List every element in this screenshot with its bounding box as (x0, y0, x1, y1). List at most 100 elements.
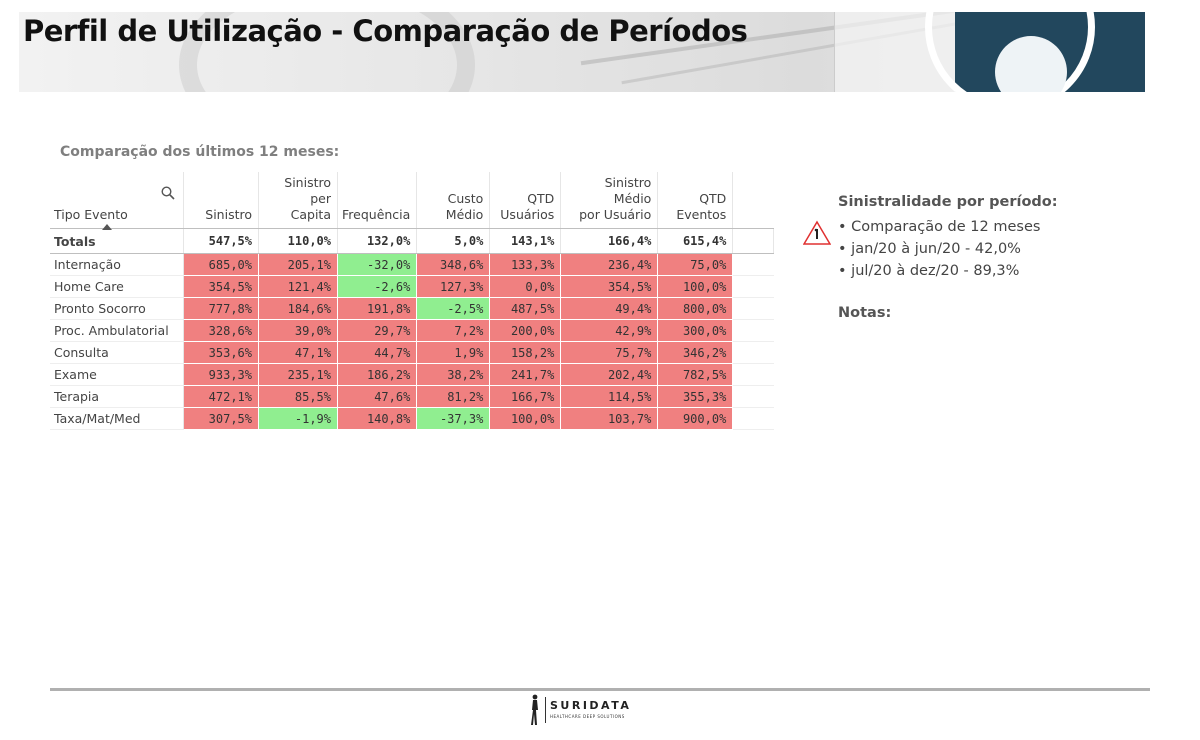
column-header-label: Capita (290, 207, 331, 222)
column-header-sinistro[interactable]: Sinistro (183, 172, 259, 229)
table-header-row: Tipo Evento Sinistro Sinistro per Capita … (50, 172, 774, 230)
row-label[interactable]: Home Care (50, 275, 184, 298)
table-row[interactable]: Consulta 353,6% 47,1% 44,7% 1,9% 158,2% 75,7% 3… (50, 341, 774, 364)
value-cell: -2,5% (416, 297, 491, 320)
column-header-label: Eventos (676, 207, 727, 222)
column-header-sinistro-per-capita[interactable]: Sinistro per Capita (258, 172, 338, 229)
value-cell: 44,7% (337, 341, 418, 364)
value-cell: -37,3% (416, 407, 491, 430)
brand-tagline: HEALTHCARE DEEP SOLUTIONS (550, 714, 625, 719)
value-cell: 143,1% (489, 228, 562, 254)
value-cell: -32,0% (337, 253, 418, 276)
table-row[interactable]: Pronto Socorro 777,8% 184,6% 191,8% -2,5% 487… (50, 297, 774, 320)
table-row[interactable]: Home Care 354,5% 121,4% -2,6% 127,3% 0,0% 354,… (50, 275, 774, 298)
value-cell: 346,2% (657, 341, 734, 364)
value-cell: 933,3% (183, 363, 259, 386)
value-cell: 205,1% (258, 253, 338, 276)
column-header-qtd-eventos[interactable]: QTD Eventos (657, 172, 734, 229)
row-label[interactable]: Proc. Ambulatorial (50, 319, 184, 342)
value-cell: 547,5% (183, 228, 259, 254)
section-title: Comparação dos últimos 12 meses: (60, 144, 340, 160)
column-header-frequencia[interactable]: Frequência (337, 172, 418, 229)
table-row[interactable]: Taxa/Mat/Med 307,5% -1,9% 140,8% -37,3% 100,0… (50, 407, 774, 430)
table-spacer (732, 407, 774, 430)
column-header-custo-medio[interactable]: Custo Médio (416, 172, 491, 229)
value-cell: 158,2% (489, 341, 562, 364)
column-header-label: Sinistro per (284, 175, 331, 206)
value-cell: 85,5% (258, 385, 338, 408)
column-header-sinistro-medio-usuario[interactable]: Sinistro Médio por Usuário (560, 172, 659, 229)
table-spacer (732, 385, 774, 408)
value-cell: 49,4% (560, 297, 659, 320)
value-cell: 353,6% (183, 341, 259, 364)
value-cell: 100,0% (657, 275, 734, 298)
row-label[interactable]: Internação (50, 253, 184, 276)
value-cell: 615,4% (657, 228, 734, 254)
value-cell: 202,4% (560, 363, 659, 386)
side-heading: Sinistralidade por período: (838, 194, 1058, 210)
row-label[interactable]: Totals (50, 228, 184, 254)
value-cell: 81,2% (416, 385, 491, 408)
column-header-tipo-evento[interactable]: Tipo Evento (50, 172, 184, 230)
table-spacer (732, 341, 774, 364)
table-spacer (732, 172, 774, 229)
value-cell: 38,2% (416, 363, 491, 386)
value-cell: 47,6% (337, 385, 418, 408)
value-cell: 487,5% (489, 297, 562, 320)
value-cell: 200,0% (489, 319, 562, 342)
warning-icon (803, 220, 831, 245)
row-label[interactable]: Pronto Socorro (50, 297, 184, 320)
column-header-label: Tipo Evento (54, 207, 128, 222)
table-row[interactable]: Proc. Ambulatorial 328,6% 39,0% 29,7% 7,2% 20… (50, 319, 774, 342)
value-cell: 133,3% (489, 253, 562, 276)
logo-divider (545, 697, 546, 723)
value-cell: 186,2% (337, 363, 418, 386)
row-label[interactable]: Consulta (50, 341, 184, 364)
logo-figure-icon (531, 694, 538, 725)
table-spacer (732, 228, 775, 254)
value-cell: 348,6% (416, 253, 491, 276)
value-cell: 355,3% (657, 385, 734, 408)
column-header-label: Usuários (500, 207, 555, 222)
row-label[interactable]: Exame (50, 363, 184, 386)
value-cell: 166,4% (560, 228, 659, 254)
value-cell: 236,4% (560, 253, 659, 276)
side-list-item: • jan/20 à jun/20 - 42,0% (838, 241, 1021, 257)
notes-heading: Notas: (838, 305, 892, 321)
header-banner (19, 12, 1145, 92)
value-cell: 1,9% (416, 341, 491, 364)
column-header-label: Frequência (342, 207, 411, 222)
column-header-qtd-usuarios[interactable]: QTD Usuários (489, 172, 562, 229)
table-spacer (732, 253, 774, 276)
row-label[interactable]: Terapia (50, 385, 184, 408)
value-cell: 191,8% (337, 297, 418, 320)
value-cell: 7,2% (416, 319, 491, 342)
search-icon[interactable] (161, 186, 175, 200)
table-row[interactable]: Exame 933,3% 235,1% 186,2% 38,2% 241,7% 202,4%… (50, 363, 774, 386)
value-cell: 782,5% (657, 363, 734, 386)
value-cell: 114,5% (560, 385, 659, 408)
value-cell: 103,7% (560, 407, 659, 430)
value-cell: 39,0% (258, 319, 338, 342)
totals-row[interactable]: Totals 547,5% 110,0% 132,0% 5,0% 143,1% 166,4%… (50, 228, 775, 254)
footer-divider (50, 688, 1150, 691)
column-header-label: Custo (447, 191, 484, 206)
row-label[interactable]: Taxa/Mat/Med (50, 407, 184, 430)
column-header-label: Sinistro Médio (604, 175, 652, 206)
table-row[interactable]: Internação 685,0% 205,1% -32,0% 348,6% 133,3%… (50, 253, 774, 276)
page-title: Perfil de Utilização - Comparação de Per… (23, 14, 748, 48)
brand-name: SURIDATA (550, 699, 632, 712)
sort-asc-icon[interactable] (102, 224, 112, 230)
value-cell: 140,8% (337, 407, 418, 430)
column-header-label: QTD (527, 191, 555, 206)
column-header-label: por Usuário (579, 207, 652, 222)
column-header-label: Sinistro (205, 207, 252, 222)
value-cell: 300,0% (657, 319, 734, 342)
value-cell: 110,0% (258, 228, 338, 254)
value-cell: 47,1% (258, 341, 338, 364)
value-cell: 0,0% (489, 275, 562, 298)
value-cell: 75,7% (560, 341, 659, 364)
value-cell: 132,0% (337, 228, 418, 254)
value-cell: -2,6% (337, 275, 418, 298)
table-row[interactable]: Terapia 472,1% 85,5% 47,6% 81,2% 166,7% 114,5%… (50, 385, 774, 408)
